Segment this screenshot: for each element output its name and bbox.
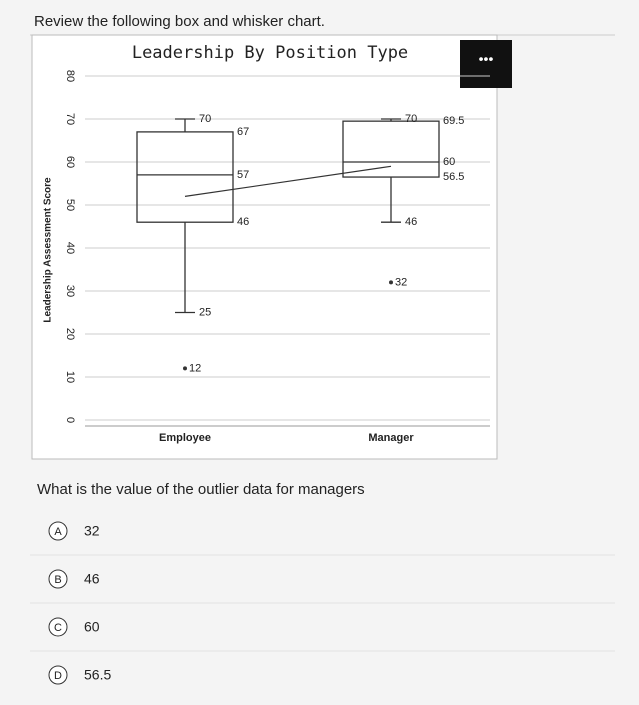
option-letter: C xyxy=(54,622,62,634)
option-letter: A xyxy=(54,526,62,538)
menu-icon: ••• xyxy=(479,51,494,67)
chart-title: Leadership By Position Type xyxy=(132,43,408,63)
x-tick-label: Manager xyxy=(368,432,414,444)
y-tick-label: 70 xyxy=(64,113,76,125)
y-tick-label: 40 xyxy=(64,242,76,254)
option[interactable]: A 32 xyxy=(48,521,100,541)
question: What is the value of the outlier data fo… xyxy=(37,481,365,498)
x-tick-label: Employee xyxy=(159,432,211,444)
option[interactable]: D 56.5 xyxy=(48,665,111,685)
value-label: 46 xyxy=(405,216,417,228)
value-label: 25 xyxy=(199,306,211,318)
option-text: 32 xyxy=(84,523,100,539)
option-circle xyxy=(48,569,68,589)
option[interactable]: B 46 xyxy=(48,569,100,589)
y-tick-label: 20 xyxy=(64,328,76,340)
y-tick-label: 30 xyxy=(64,285,76,297)
value-label: 46 xyxy=(237,216,249,228)
value-label: 56.5 xyxy=(443,171,464,183)
y-tick-label: 80 xyxy=(64,70,76,82)
prompt: Review the following box and whisker cha… xyxy=(34,13,325,30)
value-label: 57 xyxy=(237,169,249,181)
outlier xyxy=(183,366,187,371)
y-tick-label: 10 xyxy=(64,371,76,383)
option[interactable]: C 60 xyxy=(48,617,100,637)
outlier xyxy=(389,280,393,285)
mean-line xyxy=(184,165,392,197)
option-text: 60 xyxy=(84,619,100,635)
option-circle xyxy=(48,665,68,685)
option-letter: D xyxy=(54,670,62,682)
y-tick-label: 50 xyxy=(64,199,76,211)
chart-frame xyxy=(31,34,498,460)
menu-button[interactable] xyxy=(460,40,512,88)
value-label: 69.5 xyxy=(443,115,464,127)
value-label: 60 xyxy=(443,156,455,168)
option-letter: B xyxy=(54,574,61,586)
option-circle xyxy=(48,521,68,541)
y-axis-label: Leadership Assessment Score xyxy=(43,177,54,323)
value-label: 70 xyxy=(199,113,211,125)
value-label: 67 xyxy=(237,126,249,138)
y-tick-label: 60 xyxy=(64,156,76,168)
y-tick-label: 0 xyxy=(64,417,76,423)
option-circle xyxy=(48,617,68,637)
outlier-label: 32 xyxy=(395,276,407,288)
option-text: 46 xyxy=(84,571,100,587)
outlier-label: 12 xyxy=(189,362,201,374)
value-label: 70 xyxy=(405,113,417,125)
option-text: 56.5 xyxy=(84,667,111,683)
